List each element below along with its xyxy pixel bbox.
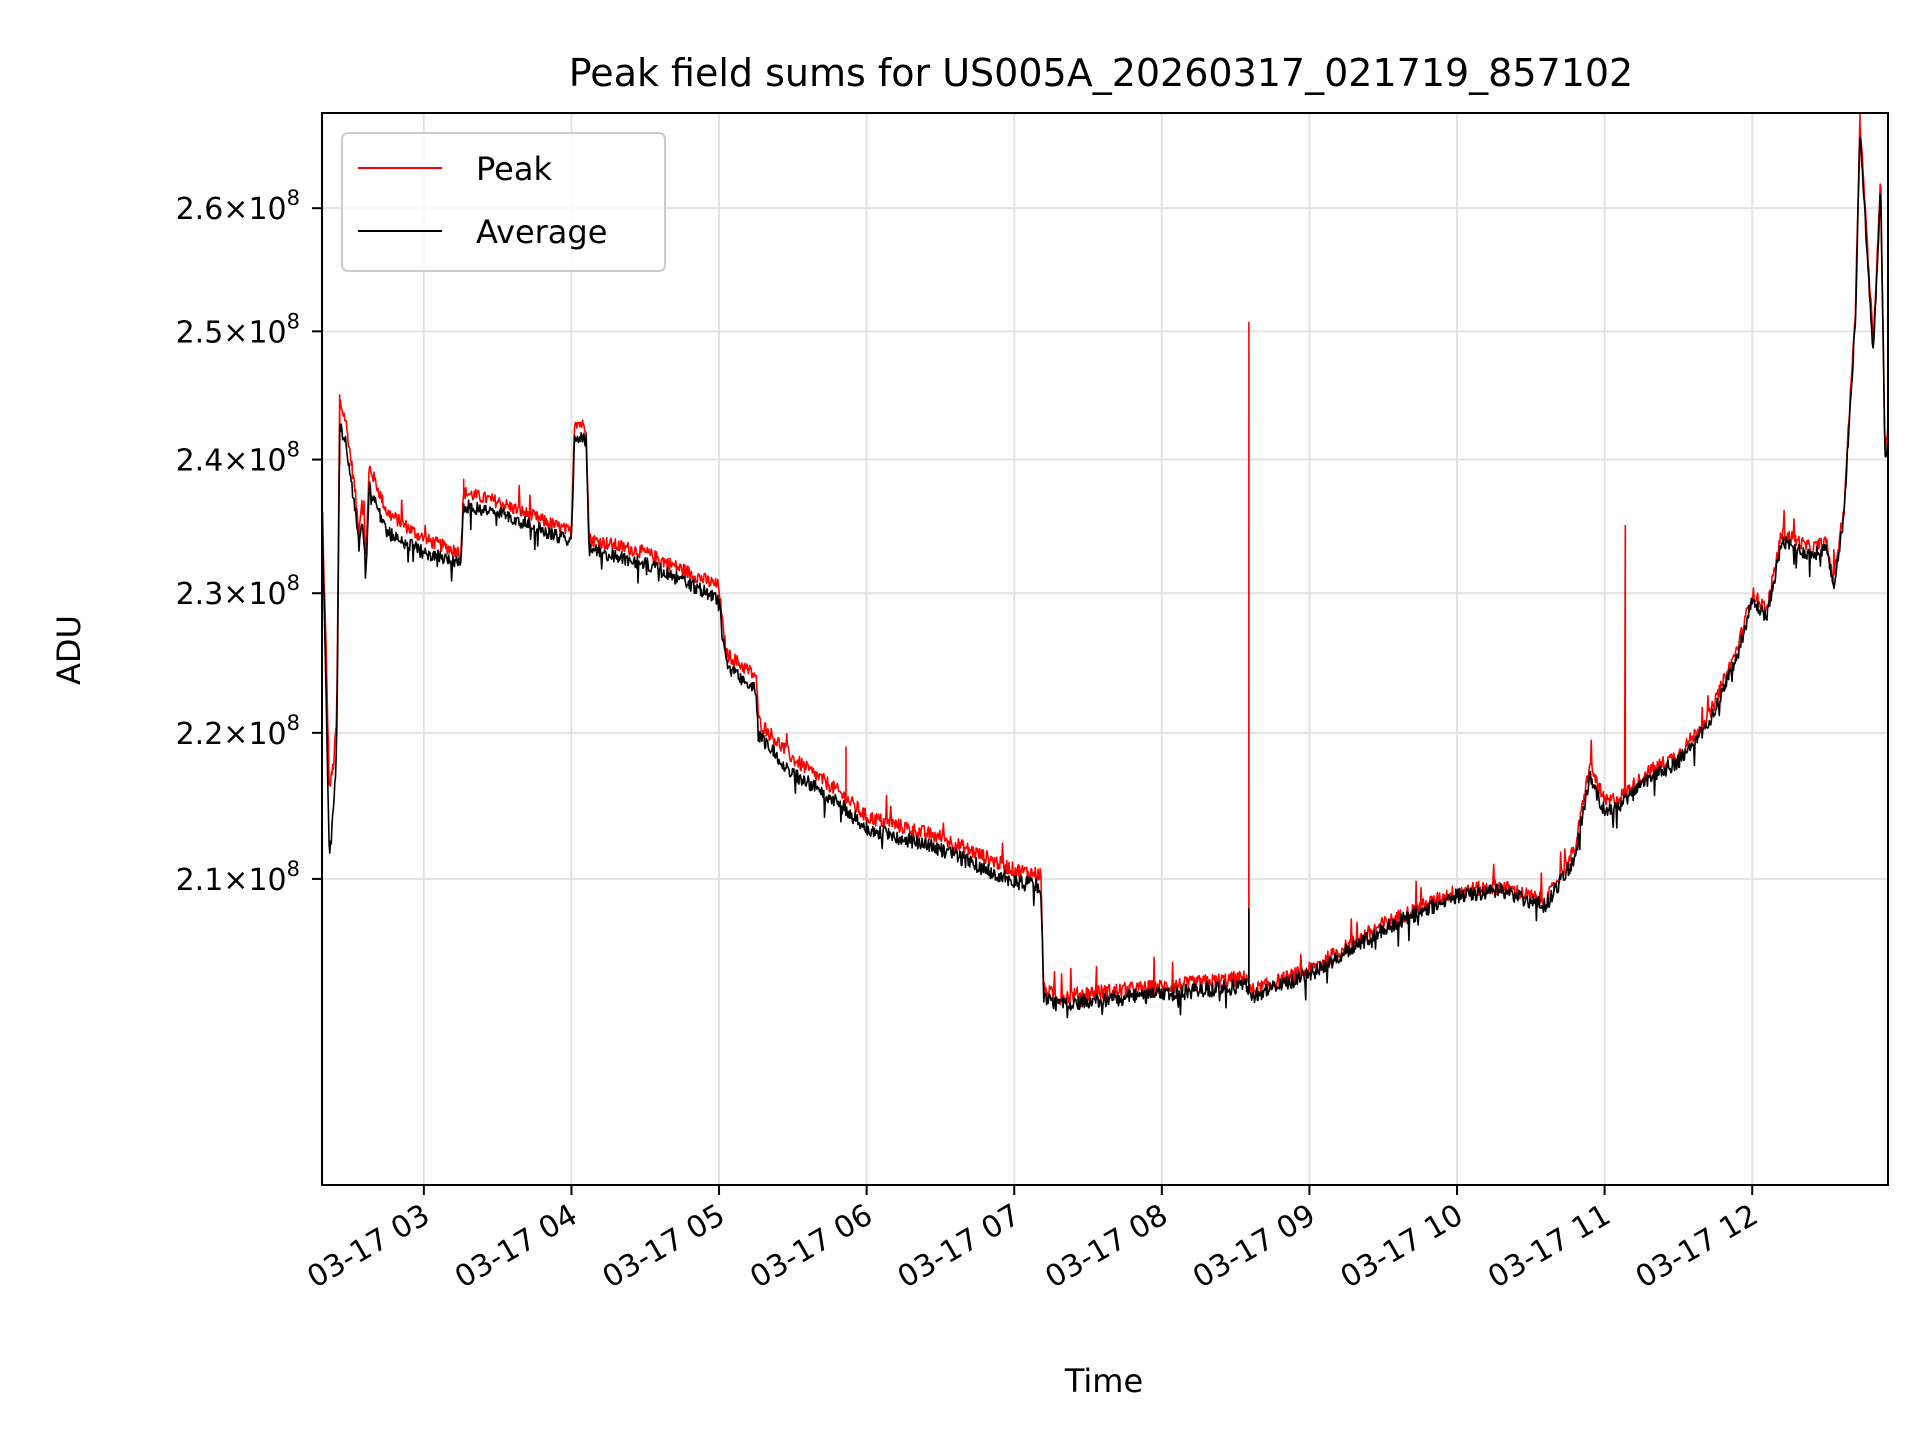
- series-line-average: [322, 137, 1888, 1019]
- y-tick-label: 2.3×108: [176, 571, 300, 612]
- y-tick-label: 2.5×108: [176, 309, 300, 350]
- legend-label-peak: Peak: [476, 150, 552, 188]
- plot-area: [322, 113, 1888, 1019]
- y-axis-title: ADU: [50, 615, 88, 685]
- series-layer: [322, 113, 1888, 1019]
- y-axis: 2.1×108 2.2×108 2.3×108 2.4×108 2.5×108 2.6×1…: [176, 186, 322, 898]
- chart-title: Peak field sums for US005A_20260317_0217…: [569, 51, 1633, 95]
- x-axis-title: Time: [1064, 1362, 1143, 1400]
- legend: Peak Average: [341, 132, 666, 272]
- plot-frame: [321, 112, 1889, 1186]
- y-tick-label: 2.2×108: [176, 711, 300, 752]
- series-line-peak: [322, 113, 1888, 1006]
- y-tick-label: 2.6×108: [176, 186, 300, 227]
- y-tick-label: 2.1×108: [176, 857, 300, 898]
- y-tick-label: 2.4×108: [176, 438, 300, 479]
- legend-label-average: Average: [476, 213, 607, 251]
